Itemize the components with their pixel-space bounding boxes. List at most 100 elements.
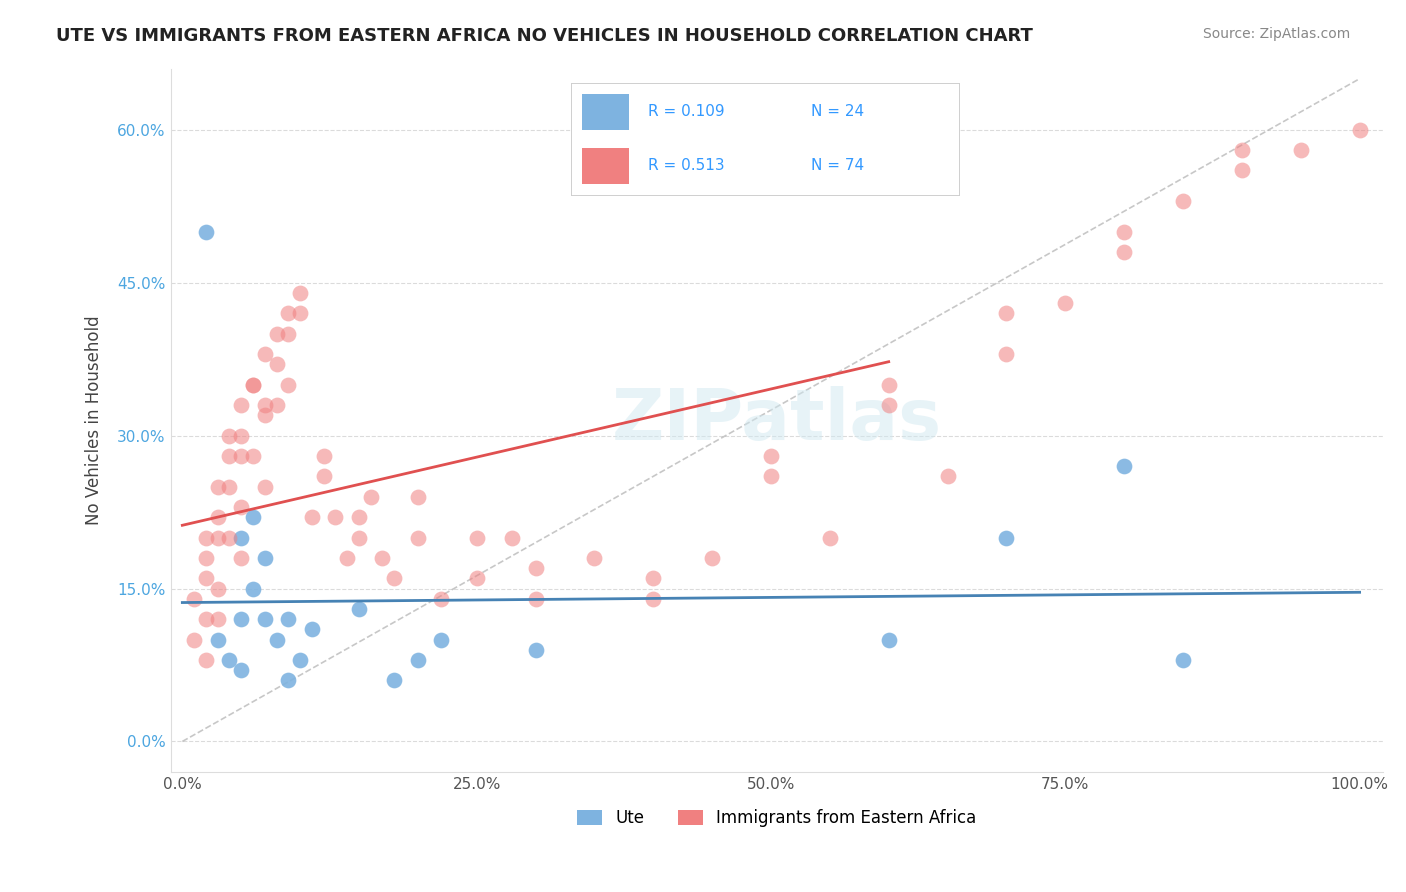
Point: [194, 225, 217, 239]
Point: [277, 612, 299, 626]
Point: [266, 632, 288, 647]
Point: [406, 653, 429, 667]
Point: [266, 326, 288, 341]
Point: [1054, 296, 1077, 310]
Point: [1114, 459, 1136, 474]
Point: [1348, 122, 1371, 136]
Point: [242, 510, 264, 524]
Point: [583, 550, 606, 565]
Point: [242, 377, 264, 392]
Point: [877, 632, 900, 647]
Text: Source: ZipAtlas.com: Source: ZipAtlas.com: [1202, 27, 1350, 41]
Point: [277, 673, 299, 688]
Point: [253, 550, 276, 565]
Point: [218, 531, 240, 545]
Y-axis label: No Vehicles in Household: No Vehicles in Household: [86, 316, 103, 525]
Point: [242, 510, 264, 524]
Point: [524, 642, 547, 657]
Point: [231, 531, 253, 545]
Point: [218, 653, 240, 667]
Point: [759, 469, 782, 483]
Legend: Ute, Immigrants from Eastern Africa: Ute, Immigrants from Eastern Africa: [571, 803, 983, 834]
Point: [231, 550, 253, 565]
Point: [312, 449, 335, 463]
Point: [277, 673, 299, 688]
Point: [277, 377, 299, 392]
Point: [277, 326, 299, 341]
Point: [183, 632, 205, 647]
Point: [266, 632, 288, 647]
Point: [231, 663, 253, 677]
Point: [524, 561, 547, 575]
Point: [371, 550, 394, 565]
Point: [218, 449, 240, 463]
Point: [1114, 245, 1136, 260]
Point: [995, 531, 1018, 545]
Point: [430, 591, 453, 606]
Point: [465, 571, 488, 585]
Point: [700, 550, 723, 565]
Point: [301, 622, 323, 636]
Point: [1230, 163, 1253, 178]
Point: [877, 377, 900, 392]
Point: [253, 612, 276, 626]
Point: [382, 673, 405, 688]
Point: [1114, 459, 1136, 474]
Point: [231, 612, 253, 626]
Point: [207, 531, 229, 545]
Point: [877, 632, 900, 647]
Point: [643, 571, 665, 585]
Point: [1171, 194, 1194, 208]
Point: [382, 673, 405, 688]
Point: [207, 612, 229, 626]
Point: [207, 632, 229, 647]
Point: [218, 428, 240, 442]
Point: [643, 591, 665, 606]
Point: [266, 398, 288, 412]
Point: [194, 612, 217, 626]
Point: [347, 531, 370, 545]
Point: [360, 490, 382, 504]
Point: [1114, 225, 1136, 239]
Point: [347, 602, 370, 616]
Point: [288, 306, 311, 320]
Point: [218, 479, 240, 493]
Point: [301, 510, 323, 524]
Point: [406, 490, 429, 504]
Point: [231, 449, 253, 463]
Point: [231, 500, 253, 514]
Point: [347, 602, 370, 616]
Point: [524, 642, 547, 657]
Point: [218, 653, 240, 667]
Point: [501, 531, 523, 545]
Point: [1171, 653, 1194, 667]
Point: [253, 479, 276, 493]
Point: [1289, 143, 1312, 157]
Point: [406, 653, 429, 667]
Point: [242, 377, 264, 392]
Point: [1171, 653, 1194, 667]
Point: [242, 582, 264, 596]
Point: [524, 591, 547, 606]
Point: [406, 531, 429, 545]
Point: [253, 347, 276, 361]
Point: [253, 612, 276, 626]
Point: [194, 531, 217, 545]
Point: [231, 531, 253, 545]
Point: [877, 398, 900, 412]
Point: [231, 663, 253, 677]
Point: [325, 510, 347, 524]
Point: [759, 449, 782, 463]
Point: [242, 582, 264, 596]
Point: [266, 357, 288, 371]
Point: [207, 632, 229, 647]
Point: [995, 531, 1018, 545]
Point: [995, 306, 1018, 320]
Point: [288, 653, 311, 667]
Point: [818, 531, 841, 545]
Text: ZIPatlas: ZIPatlas: [612, 385, 942, 455]
Point: [194, 550, 217, 565]
Point: [382, 571, 405, 585]
Point: [231, 398, 253, 412]
Point: [231, 612, 253, 626]
